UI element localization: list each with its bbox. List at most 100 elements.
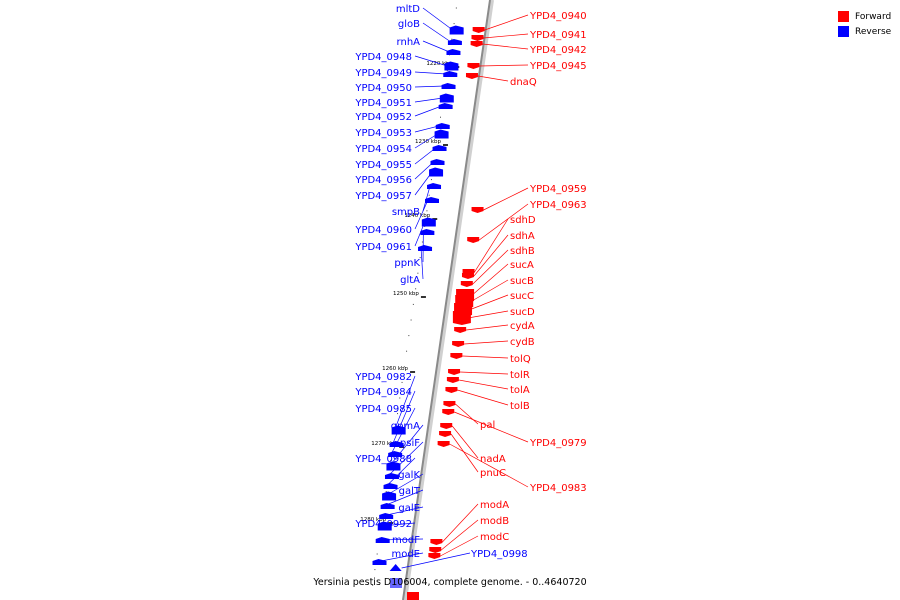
reverse-gene-feature[interactable] <box>388 451 403 457</box>
reverse-gene-label[interactable]: galT <box>399 486 421 497</box>
reverse-gene-label[interactable]: galK <box>398 470 420 481</box>
forward-gene-label[interactable]: sdhA <box>510 231 535 242</box>
forward-gene-feature[interactable] <box>430 539 443 545</box>
reverse-gene-feature[interactable] <box>372 559 387 565</box>
forward-gene-label[interactable]: sucD <box>510 307 535 318</box>
reverse-gene-feature[interactable] <box>429 167 444 177</box>
forward-gene-feature[interactable] <box>429 547 442 553</box>
forward-gene-feature[interactable] <box>428 553 441 559</box>
reverse-gene-label[interactable]: gpmA <box>391 421 420 432</box>
forward-gene-feature[interactable] <box>467 63 480 69</box>
forward-gene-label[interactable]: sucC <box>510 291 534 302</box>
reverse-gene-label[interactable]: smpB <box>392 207 420 218</box>
reverse-gene-feature[interactable] <box>435 123 450 129</box>
forward-gene-feature[interactable] <box>452 341 465 347</box>
reverse-gene-label[interactable]: YPD4_0957 <box>354 191 412 202</box>
reverse-gene-feature[interactable] <box>425 197 439 203</box>
forward-gene-feature[interactable] <box>448 369 461 375</box>
forward-gene-label[interactable]: sdhB <box>510 246 535 257</box>
forward-gene-label[interactable]: dnaQ <box>510 77 537 88</box>
reverse-gene-feature[interactable] <box>446 49 461 55</box>
forward-gene-feature[interactable] <box>467 237 480 243</box>
reverse-gene-feature[interactable] <box>379 513 394 519</box>
reverse-gene-feature[interactable] <box>434 129 449 139</box>
forward-gene-feature[interactable] <box>446 377 459 383</box>
reverse-gene-label[interactable]: YPD4_0950 <box>354 83 412 94</box>
reverse-gene-label[interactable]: YPD4_0992 <box>354 519 412 530</box>
reverse-gene-label[interactable]: YPD4_0953 <box>354 128 412 139</box>
reverse-gene-label[interactable]: YPD4_0985 <box>354 404 412 415</box>
reverse-gene-label[interactable]: YPD4_0954 <box>354 144 412 155</box>
forward-gene-feature[interactable] <box>472 27 485 33</box>
reverse-gene-feature[interactable] <box>438 103 453 109</box>
forward-gene-label[interactable]: YPD4_0945 <box>529 61 587 72</box>
forward-gene-label[interactable]: tolR <box>510 370 530 381</box>
reverse-gene-label[interactable]: gltA <box>400 275 420 286</box>
forward-gene-feature[interactable] <box>460 281 473 287</box>
forward-gene-label[interactable]: pal <box>480 420 495 431</box>
forward-gene-feature[interactable] <box>452 311 471 325</box>
forward-gene-label[interactable]: sucB <box>510 276 534 287</box>
forward-gene-feature[interactable] <box>407 592 419 600</box>
reverse-gene-label[interactable]: psiF <box>400 438 420 449</box>
forward-gene-feature[interactable] <box>439 431 452 437</box>
forward-gene-label[interactable]: cydB <box>510 337 535 348</box>
reverse-gene-label[interactable]: YPD4_0949 <box>354 68 412 79</box>
reverse-gene-feature[interactable] <box>390 578 402 588</box>
reverse-gene-label[interactable]: YPD4_0982 <box>354 372 412 383</box>
forward-gene-label[interactable]: YPD4_0983 <box>529 483 587 494</box>
forward-gene-label[interactable]: pnuC <box>480 468 506 479</box>
forward-gene-label[interactable]: modB <box>480 516 509 527</box>
reverse-gene-label[interactable]: YPD4_0960 <box>354 225 412 236</box>
forward-gene-feature[interactable] <box>450 353 463 359</box>
reverse-gene-feature[interactable] <box>430 159 445 165</box>
forward-gene-label[interactable]: cydA <box>510 321 535 332</box>
reverse-gene-feature[interactable] <box>389 441 404 447</box>
forward-gene-feature[interactable] <box>471 207 484 213</box>
reverse-gene-label[interactable]: gloB <box>398 19 420 30</box>
reverse-gene-label[interactable]: YPD4_0956 <box>354 175 412 186</box>
reverse-gene-feature[interactable] <box>427 183 442 189</box>
reverse-gene-feature[interactable] <box>380 503 395 509</box>
reverse-gene-feature[interactable] <box>420 229 435 235</box>
forward-gene-label[interactable]: YPD4_0959 <box>529 184 587 195</box>
forward-gene-feature[interactable] <box>445 387 458 393</box>
reverse-gene-label[interactable]: YPD4_0998 <box>470 549 528 560</box>
reverse-gene-feature[interactable] <box>382 491 397 501</box>
reverse-gene-label[interactable]: galE <box>398 503 420 514</box>
reverse-gene-feature[interactable] <box>418 245 433 251</box>
reverse-gene-feature[interactable] <box>389 564 402 571</box>
reverse-gene-label[interactable]: YPD4_0955 <box>354 160 412 171</box>
reverse-gene-feature[interactable] <box>439 93 454 103</box>
forward-gene-label[interactable]: sucA <box>510 260 534 271</box>
reverse-gene-feature[interactable] <box>384 473 399 479</box>
forward-gene-label[interactable]: tolB <box>510 401 530 412</box>
reverse-gene-feature[interactable] <box>375 537 390 543</box>
reverse-gene-label[interactable]: YPD4_0948 <box>354 52 412 63</box>
reverse-gene-feature[interactable] <box>421 217 436 227</box>
forward-gene-feature[interactable] <box>437 441 450 447</box>
reverse-gene-feature[interactable] <box>449 25 464 35</box>
reverse-gene-label[interactable]: YPD4_0961 <box>354 242 412 253</box>
forward-gene-feature[interactable] <box>440 423 453 429</box>
reverse-gene-feature[interactable] <box>447 39 462 45</box>
reverse-gene-feature[interactable] <box>383 483 398 489</box>
reverse-gene-label[interactable]: rnhA <box>397 37 421 48</box>
forward-gene-feature[interactable] <box>470 41 483 47</box>
reverse-gene-feature[interactable] <box>441 83 456 89</box>
reverse-gene-feature[interactable] <box>432 145 447 151</box>
reverse-gene-feature[interactable] <box>386 461 401 471</box>
forward-gene-label[interactable]: YPD4_0963 <box>529 200 587 211</box>
reverse-gene-label[interactable]: YPD4_0988 <box>354 454 412 465</box>
forward-gene-label[interactable]: YPD4_0979 <box>529 438 587 449</box>
reverse-gene-feature[interactable] <box>444 61 459 71</box>
forward-gene-label[interactable]: tolQ <box>510 354 531 365</box>
forward-gene-label[interactable]: sdhD <box>510 215 536 226</box>
reverse-gene-label[interactable]: mltD <box>396 4 420 15</box>
forward-gene-label[interactable]: nadA <box>480 454 506 465</box>
forward-gene-feature[interactable] <box>442 409 455 415</box>
reverse-gene-feature[interactable] <box>443 71 458 77</box>
forward-gene-label[interactable]: YPD4_0942 <box>529 45 587 56</box>
reverse-gene-label[interactable]: modF <box>392 535 420 546</box>
forward-gene-label[interactable]: tolA <box>510 385 530 396</box>
